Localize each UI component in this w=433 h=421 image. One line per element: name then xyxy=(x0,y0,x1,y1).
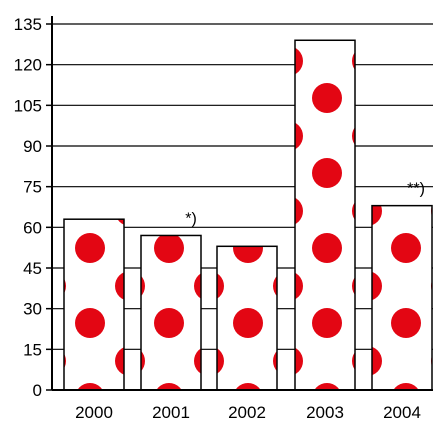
bars xyxy=(63,39,433,391)
labels: 0 15 30 45 60 75 90 105 120 135 2000 2001 2002 2003 20… xyxy=(14,15,425,421)
bar-2004 xyxy=(371,204,433,391)
y-tick-label-120: 120 xyxy=(14,56,42,75)
x-tick-label-2002: 2002 xyxy=(228,403,266,421)
y-tick-label-135: 135 xyxy=(14,15,42,34)
y-tick-label-105: 105 xyxy=(14,96,42,115)
bar-2001 xyxy=(140,234,202,391)
y-tick-label-30: 30 xyxy=(23,300,42,319)
x-tick-label-2001: 2001 xyxy=(152,403,190,421)
bar-2003 xyxy=(294,39,356,391)
y-tick-label-0: 0 xyxy=(33,381,42,400)
bar-2002 xyxy=(216,245,278,391)
axes xyxy=(46,16,433,391)
y-tick-label-45: 45 xyxy=(23,259,42,278)
annotation-2001: *) xyxy=(185,210,197,227)
y-tick-label-75: 75 xyxy=(23,178,42,197)
bar-2000 xyxy=(63,218,125,391)
y-tick-label-15: 15 xyxy=(23,340,42,359)
x-tick-label-2000: 2000 xyxy=(75,403,113,421)
y-tick-label-90: 90 xyxy=(23,137,42,156)
annotation-2004: **) xyxy=(407,181,425,198)
y-tick-label-60: 60 xyxy=(23,218,42,237)
x-tick-label-2004: 2004 xyxy=(383,403,421,421)
x-tick-label-2003: 2003 xyxy=(306,403,344,421)
